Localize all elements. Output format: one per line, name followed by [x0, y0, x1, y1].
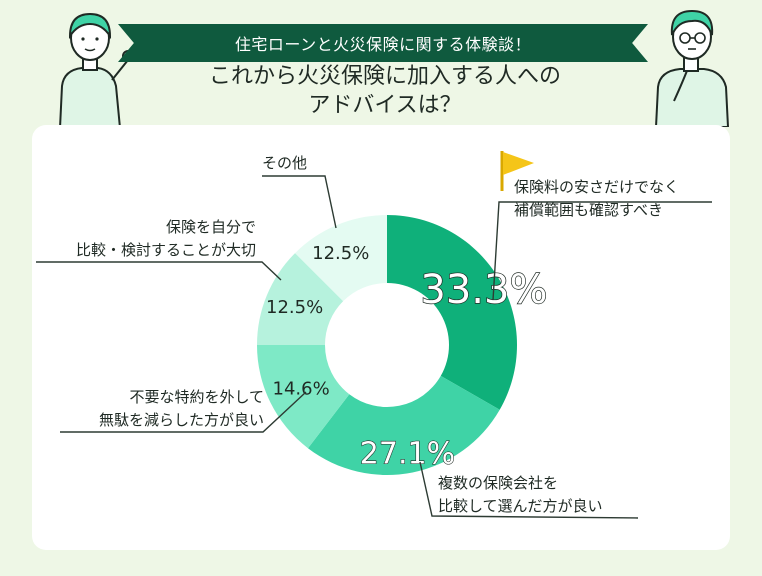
donut-slice-3 — [257, 345, 350, 449]
label-slice-1: 保険料の安さだけでなく 補償範囲も確認すべき — [514, 178, 680, 219]
title-line-1: これから火災保険に加入する人への — [208, 64, 561, 89]
pointing-person-illustration — [58, 12, 130, 128]
chart-panel — [32, 125, 730, 550]
title-line-2: アドバイスは？ — [308, 93, 462, 118]
page-title: これから火災保険に加入する人への アドバイスは？ — [150, 62, 620, 120]
leader-line-slice-5 — [262, 175, 337, 229]
thinking-person-illustration — [654, 9, 730, 127]
value-label-slice-3: 14.6% — [273, 379, 330, 400]
label-slice-4: 保険を自分で 比較・検討することが大切 — [75, 218, 256, 259]
leader-line-slice-2 — [419, 461, 639, 519]
value-label-slice-4: 12.5% — [266, 297, 323, 318]
leader-line-slice-3 — [60, 391, 307, 433]
donut-slice-2 — [307, 375, 500, 475]
header-banner: 住宅ローンと火災保険に関する体験談！ — [118, 24, 648, 62]
leader-line-slice-4 — [36, 261, 282, 281]
value-label-slice-1: 33.3% — [420, 267, 547, 313]
label-slice-5: その他 — [262, 154, 308, 172]
donut-slice-1 — [387, 215, 517, 410]
label-slice-3: 不要な特約を外して 無駄を減らした方が良い — [98, 388, 264, 429]
donut-slice-4 — [257, 253, 344, 345]
banner-text: 住宅ローンと火災保険に関する体験談！ — [234, 35, 532, 54]
flag-icon — [500, 151, 534, 191]
value-label-slice-5: 12.5% — [312, 243, 369, 264]
label-slice-2: 複数の保険会社を 比較して選んだ方が良い — [438, 474, 603, 515]
value-label-slice-2: 27.1% — [360, 436, 455, 471]
leader-line-slice-1 — [492, 201, 712, 301]
donut-slice-5 — [295, 215, 387, 302]
